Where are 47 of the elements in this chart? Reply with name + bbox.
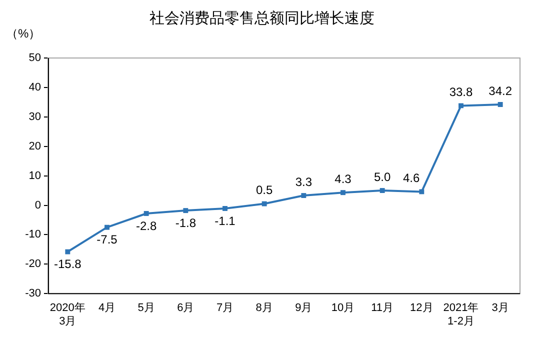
y-tick-label: 30 bbox=[28, 110, 41, 123]
x-tick-label: 12月 bbox=[410, 302, 434, 314]
point bbox=[301, 193, 306, 198]
point bbox=[340, 190, 346, 196]
x-tick-label: 6月 bbox=[177, 302, 194, 314]
data-label: 4.3 bbox=[334, 172, 352, 186]
x-tick-label: 5月 bbox=[138, 302, 155, 314]
point bbox=[222, 206, 228, 211]
x-tick-label: 9月 bbox=[295, 302, 312, 314]
data-label: -2.8 bbox=[136, 218, 157, 233]
data-label: -1.1 bbox=[214, 214, 236, 228]
x-tick-label: 11月 bbox=[371, 302, 394, 314]
y-tick-label: 50 bbox=[28, 52, 41, 64]
x-tick-label: 2020年 3月 bbox=[50, 302, 86, 328]
point bbox=[183, 208, 188, 214]
x-tick-label: 2021年 1-2月 bbox=[443, 302, 479, 328]
y-tick-label: 20 bbox=[28, 140, 41, 152]
data-label: -1.8 bbox=[175, 216, 196, 230]
y-tick-label: -10 bbox=[25, 228, 41, 241]
y-tick-label: 40 bbox=[28, 81, 41, 94]
y-tick-label: 10 bbox=[28, 170, 41, 182]
data-label: -7.5 bbox=[96, 232, 118, 247]
x-tick-label: 8月 bbox=[256, 302, 273, 314]
data-label: 4.6 bbox=[402, 171, 420, 186]
x-tick-label: 3月 bbox=[492, 302, 509, 314]
point bbox=[380, 188, 385, 193]
x-tick-label: 10月 bbox=[331, 302, 355, 314]
data-label: 0.5 bbox=[256, 183, 273, 198]
data-label: 5.0 bbox=[374, 170, 391, 184]
data-label: -15.8 bbox=[54, 257, 82, 272]
point bbox=[498, 102, 503, 108]
y-tick-label: -20 bbox=[25, 258, 41, 270]
point bbox=[458, 103, 464, 108]
y-axis-title: （%） bbox=[6, 26, 41, 40]
data-label: 34.2 bbox=[488, 84, 512, 98]
chart-title: 社会消费品零售总额同比增长速度 bbox=[150, 10, 374, 28]
x-tick-label: 4月 bbox=[98, 302, 116, 314]
point bbox=[419, 189, 424, 194]
y-tick-label: -30 bbox=[25, 288, 41, 300]
x-tick-label: 7月 bbox=[216, 302, 234, 314]
point bbox=[262, 201, 267, 206]
point bbox=[104, 224, 110, 230]
point bbox=[65, 249, 70, 254]
data-label: 33.8 bbox=[449, 85, 473, 100]
data-label: 3.3 bbox=[295, 174, 312, 189]
point bbox=[144, 211, 149, 216]
y-tick-label: 0 bbox=[34, 199, 41, 212]
